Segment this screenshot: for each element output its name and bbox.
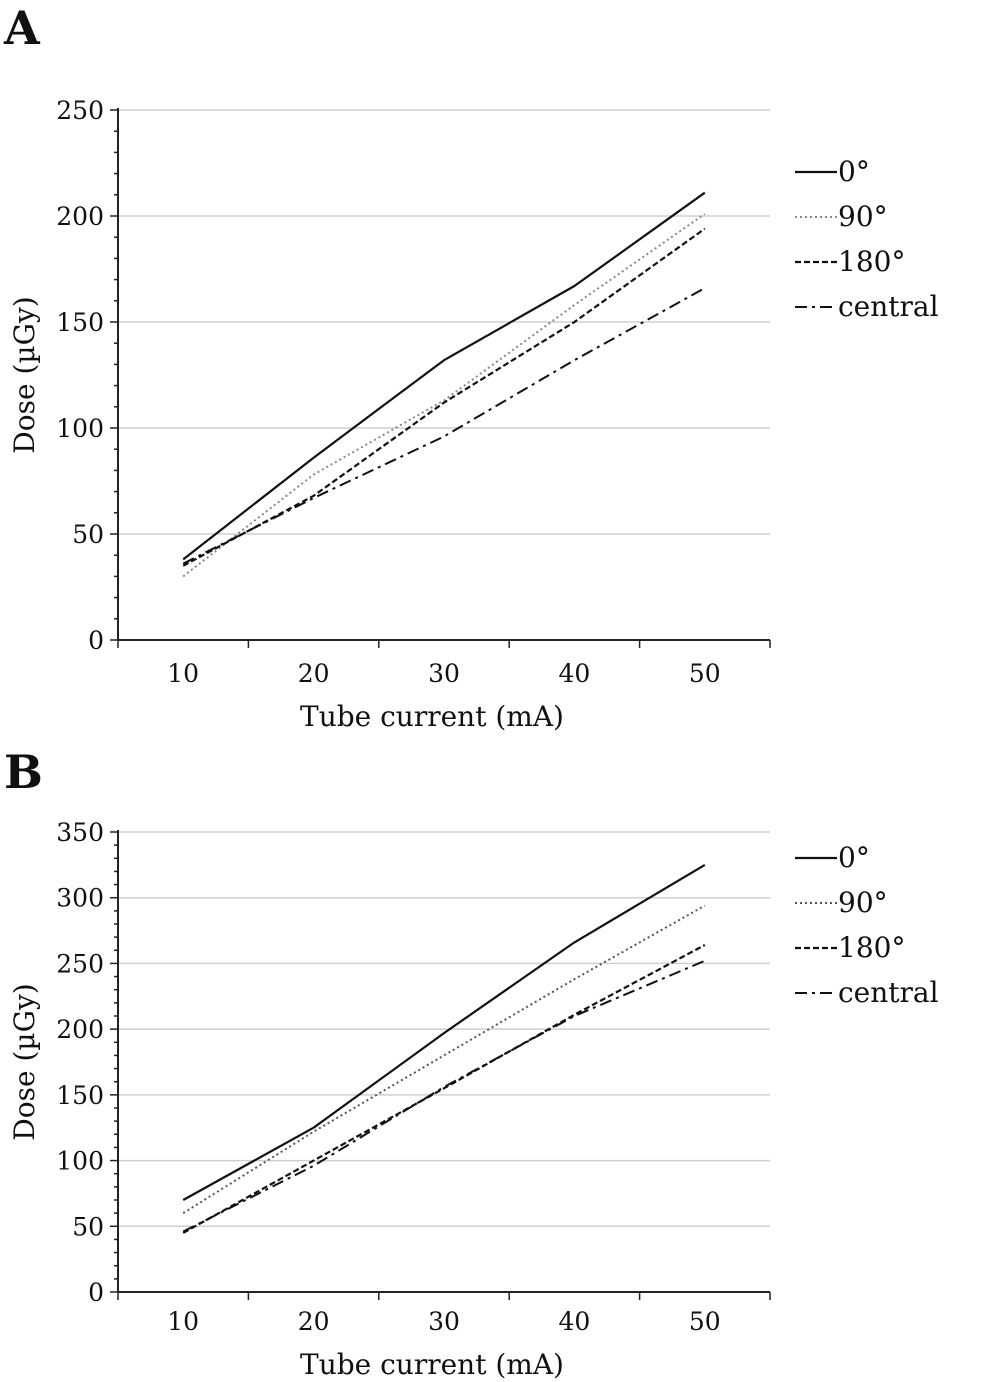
panel-a-y-tick-label: 250 [56,96,104,125]
panel-a-letter: A [3,1,41,55]
panel-a-y-axis-title: Dose (µGy) [8,296,41,453]
panel-b-legend-label: 0° [838,841,870,874]
panel-b-legend: 0° 90° 180° central [795,841,939,1009]
panel-b-series-line-0 [182,863,706,1201]
panel-b-letter: B [4,745,43,799]
panel-a-legend: 0° 90° 180° central [795,155,939,323]
panel-a-series-line-2 [182,227,706,567]
panel-b-series-line-3 [182,959,706,1233]
panel-b-series-line-1 [182,904,706,1214]
panel-a-y-tick-label: 200 [56,202,104,231]
panel-b-y-tick-label: 300 [56,884,104,913]
panel-a-series-line-0 [182,191,706,561]
panel-a-x-axis-title: Tube current (mA) [300,700,564,733]
panel-a-series-line-1 [182,213,706,578]
panel-b-y-axis-title: Dose (µGy) [8,983,41,1140]
panel-b-legend-label: 180° [838,931,905,964]
panel-b-x-tick-label: 40 [558,1307,590,1336]
panel-b-x-tick-label: 20 [298,1307,330,1336]
panel-b-legend-label: central [838,976,939,1009]
panel-a-y-tick-label: 150 [56,308,104,337]
panel-b-y-tick-label: 50 [72,1212,104,1241]
panel-a-x-tick-label: 10 [167,659,199,688]
panel-a-series-line-3 [182,287,706,565]
panel-a-x-tick-label: 50 [689,659,721,688]
panel-b-y-tick-label: 350 [56,818,104,847]
panel-a-y-tick-label: 0 [88,626,104,655]
panel-b-x-tick-label: 10 [167,1307,199,1336]
panel-a-y-tick-label: 100 [56,414,104,443]
panel-b-x-axis-title: Tube current (mA) [300,1348,564,1381]
panel-b-y-tick-label: 250 [56,949,104,978]
panel-a: A 0 50 100 150 200 250 10 20 30 40 50 Tube current (… [3,1,939,733]
panel-b-y-tick-label: 200 [56,1015,104,1044]
panel-b-legend-label: 90° [838,886,888,919]
panel-a-x-tick-label: 20 [298,659,330,688]
panel-b-y-tick-label: 150 [56,1081,104,1110]
panel-b-x-tick-label: 30 [428,1307,460,1336]
panel-a-legend-label: 0° [838,155,870,188]
panel-a-legend-label: 90° [838,200,888,233]
panel-b: B 0 50 100 150 200 250 300 350 10 20 30 40 50 Tube cur… [4,745,939,1381]
panel-b-series-line-2 [182,944,706,1234]
panel-a-x-tick-label: 40 [558,659,590,688]
panel-a-legend-label: central [838,290,939,323]
panel-a-legend-label: 180° [838,245,905,278]
panel-b-y-tick-label: 100 [56,1147,104,1176]
panel-a-y-tick-label: 50 [72,520,104,549]
panel-a-x-tick-label: 30 [428,659,460,688]
panel-b-y-tick-label: 0 [88,1278,104,1307]
panel-b-x-tick-label: 50 [689,1307,721,1336]
